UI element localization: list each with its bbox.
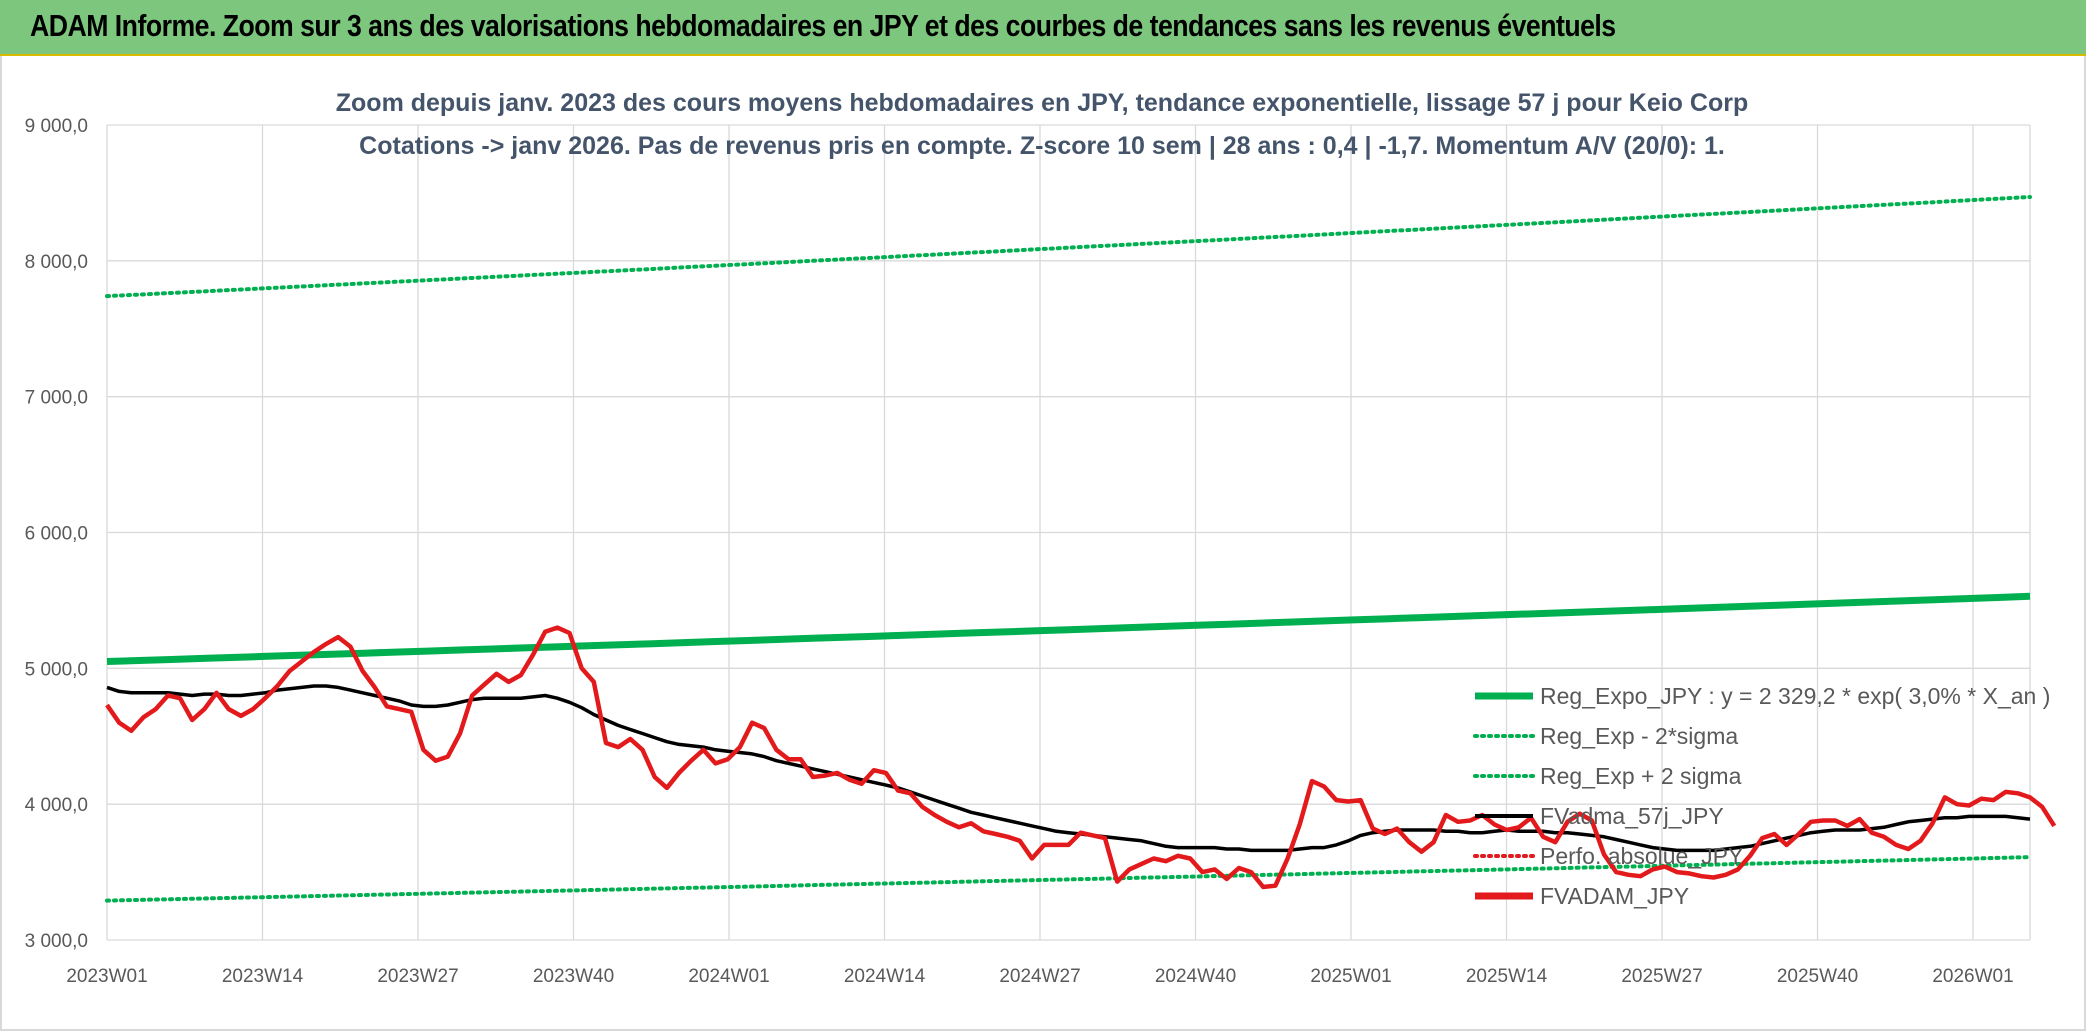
chart-grid xyxy=(106,124,2031,941)
x-tick-label: 2023W14 xyxy=(222,966,304,987)
chart-title-line-1: Zoom depuis janv. 2023 des cours moyens … xyxy=(336,89,1748,117)
y-tick-label: 6 000,0 xyxy=(25,524,88,545)
y-axis-labels: 3 000,0 4 000,0 5 000,0 6 000,0 7 000,0 8 000… xyxy=(25,116,88,952)
x-tick-label: 2023W27 xyxy=(377,966,458,987)
series-reg-expo xyxy=(106,592,2031,665)
banner-title: ADAM Informe. Zoom sur 3 ans des valoris… xyxy=(30,8,1616,43)
x-tick-label: 2026W01 xyxy=(1932,966,2013,987)
x-tick-label: 2025W01 xyxy=(1310,966,1391,987)
x-tick-label: 2023W40 xyxy=(533,966,614,987)
x-tick-label: 2024W01 xyxy=(688,966,769,987)
y-tick-label: 5 000,0 xyxy=(25,659,88,680)
chart-legend: Reg_Expo_JPY : y = 2 329,2 * exp( 3,0% *… xyxy=(1473,683,2050,909)
x-axis-labels: 2023W01 2023W14 2023W27 2023W40 2024W01 2024W… xyxy=(66,966,2013,987)
y-tick-label: 9 000,0 xyxy=(25,116,88,137)
y-tick-label: 3 000,0 xyxy=(25,931,88,952)
legend-label: Perfo. absolue_JPY xyxy=(1540,843,1743,869)
series-reg-exp-minus-2-sigma xyxy=(105,855,2032,903)
x-tick-label: 2023W01 xyxy=(66,966,147,987)
legend-label: FVadma_57j_JPY xyxy=(1540,803,1724,829)
x-tick-label: 2025W14 xyxy=(1466,966,1548,987)
x-tick-label: 2025W40 xyxy=(1777,966,1858,987)
series-fvadma-57j xyxy=(106,684,2031,853)
legend-label: Reg_Exp - 2*sigma xyxy=(1540,723,1738,749)
chart-series xyxy=(105,195,2057,903)
legend-label: Reg_Exp + 2 sigma xyxy=(1540,763,1742,789)
series-fvadam xyxy=(105,625,2057,890)
chart-title-line-2: Cotations -> janv 2026. Pas de revenus p… xyxy=(359,132,1725,160)
x-tick-label: 2024W14 xyxy=(844,966,926,987)
series-reg-exp-plus-2-sigma xyxy=(105,195,2032,299)
x-tick-label: 2024W40 xyxy=(1155,966,1236,987)
x-tick-label: 2024W27 xyxy=(999,966,1080,987)
y-tick-label: 7 000,0 xyxy=(25,388,88,409)
legend-label: FVADAM_JPY xyxy=(1540,883,1689,909)
y-tick-label: 8 000,0 xyxy=(25,252,88,273)
y-tick-label: 4 000,0 xyxy=(25,795,88,816)
page-banner: ADAM Informe. Zoom sur 3 ans des valoris… xyxy=(0,0,2086,56)
x-tick-label: 2025W27 xyxy=(1621,966,1702,987)
legend-label: Reg_Expo_JPY : y = 2 329,2 * exp( 3,0% *… xyxy=(1540,683,2050,709)
